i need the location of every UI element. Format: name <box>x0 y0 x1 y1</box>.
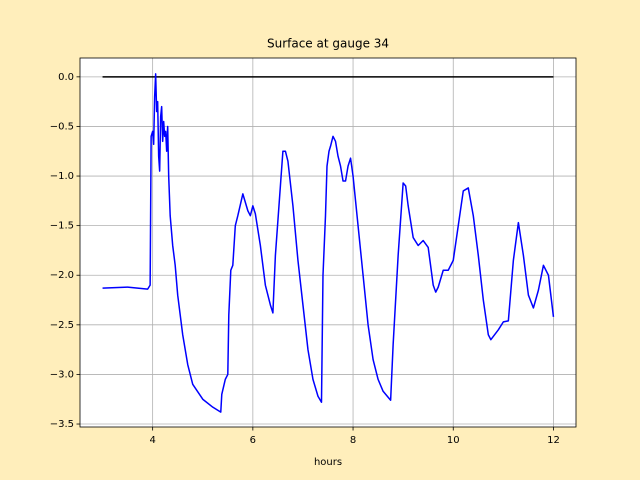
y-tick-label: −3.5 <box>50 419 74 430</box>
y-tick-label: −0.5 <box>50 121 74 132</box>
line <box>102 73 555 413</box>
chart-title: Surface at gauge 34 <box>267 37 389 51</box>
x-tick-label: 10 <box>447 435 460 446</box>
y-tick-label: −1.0 <box>50 171 74 182</box>
x-tick-label: 8 <box>350 435 356 446</box>
x-tick-label: 12 <box>547 435 560 446</box>
y-tick-label: −3.0 <box>50 369 74 380</box>
x-tick-label: 4 <box>149 435 155 446</box>
y-tick-label: −2.0 <box>50 270 74 281</box>
x-tick-label: 6 <box>250 435 256 446</box>
y-tick-label: 0.0 <box>58 72 74 83</box>
x-axis-label: hours <box>314 457 342 468</box>
y-tick-label: −1.5 <box>50 221 74 232</box>
axes-frame <box>79 57 577 428</box>
y-tick-label: −2.5 <box>50 320 74 331</box>
